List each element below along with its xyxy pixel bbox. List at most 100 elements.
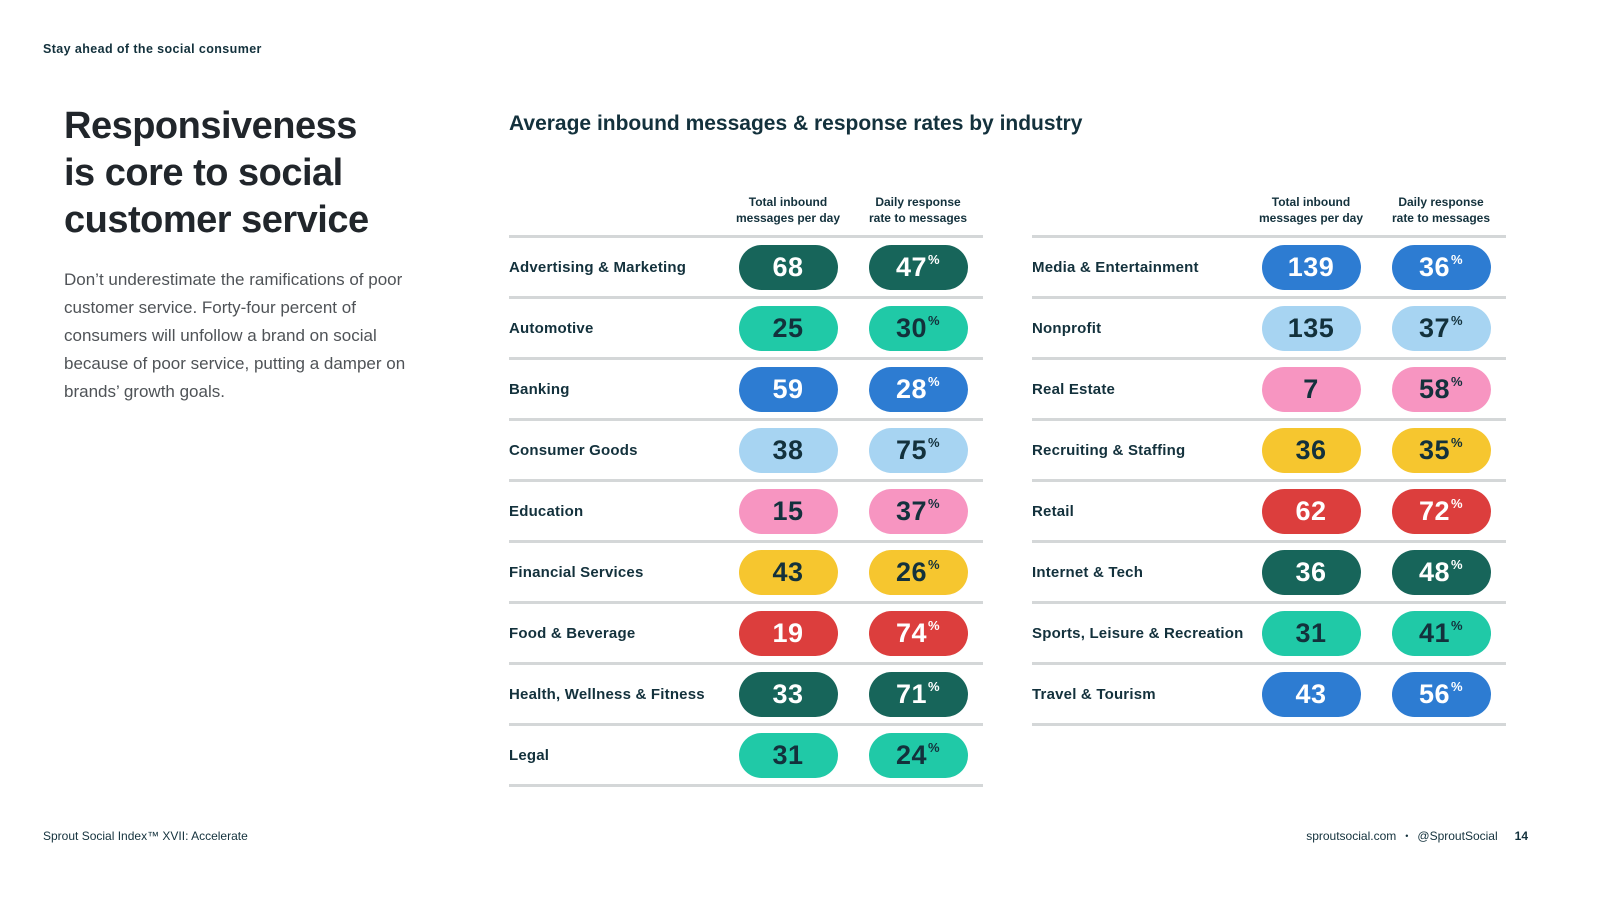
pill-cell: 19	[723, 610, 853, 656]
messages-pill-value: 68	[772, 251, 804, 282]
percent-sign: %	[927, 617, 941, 633]
page-title: Responsiveness is core to social custome…	[64, 103, 369, 244]
pill-cell: 135	[1246, 305, 1376, 351]
table-row: Food & Beverage 19 74%	[509, 604, 983, 665]
messages-pill: 36	[1261, 427, 1361, 473]
column-header-total-inbound: Total inbound messages per day	[1246, 194, 1376, 226]
messages-pill-value: 135	[1287, 312, 1335, 343]
response-rate-pill-value: 36	[1418, 251, 1450, 282]
pill-cell: 38	[723, 427, 853, 473]
messages-pill-value: 62	[1295, 495, 1327, 526]
response-rate-pill: 58%	[1391, 366, 1491, 412]
messages-pill-value: 31	[1295, 617, 1327, 648]
percent-sign: %	[927, 739, 941, 755]
pill-cell: 30%	[853, 305, 983, 351]
pill-cell: 58%	[1376, 366, 1506, 412]
table-row: Real Estate 7 58%	[1032, 360, 1506, 421]
industry-label: Consumer Goods	[509, 441, 638, 459]
table-row: Media & Entertainment 139 36%	[1032, 238, 1506, 299]
footer-social-handle: @SproutSocial	[1417, 829, 1498, 843]
response-rate-pill: 37%	[868, 488, 968, 534]
pill-cell: 36	[1246, 549, 1376, 595]
table-header: Total inbound messages per day Daily res…	[1032, 190, 1506, 238]
messages-pill-value: 43	[1295, 678, 1327, 709]
response-rate-pill: 75%	[868, 427, 968, 473]
messages-pill: 36	[1261, 549, 1361, 595]
response-rate-pill-value: 72	[1418, 495, 1450, 526]
industry-label: Sports, Leisure & Recreation	[1032, 624, 1244, 642]
industry-label: Media & Entertainment	[1032, 258, 1199, 276]
pill-cell: 24%	[853, 732, 983, 778]
table-row: Travel & Tourism 43 56%	[1032, 665, 1506, 726]
response-rate-pill-value: 58	[1418, 373, 1450, 404]
messages-pill: 33	[738, 671, 838, 717]
percent-sign: %	[1450, 556, 1464, 572]
industry-label: Banking	[509, 380, 570, 398]
industry-label: Food & Beverage	[509, 624, 636, 642]
pill-cell: 25	[723, 305, 853, 351]
response-rate-pill: 28%	[868, 366, 968, 412]
industry-label: Health, Wellness & Fitness	[509, 685, 705, 703]
column-header-line: Total inbound	[1271, 195, 1351, 209]
industry-label: Recruiting & Staffing	[1032, 441, 1186, 459]
industry-label: Advertising & Marketing	[509, 258, 687, 276]
pill-cell: 43	[1246, 671, 1376, 717]
response-rate-pill-value: 28	[895, 373, 927, 404]
table-row: Consumer Goods 38 75%	[509, 421, 983, 482]
response-rate-pill: 72%	[1391, 488, 1491, 534]
industry-table-left: Total inbound messages per day Daily res…	[509, 190, 983, 787]
pill-cell: 71%	[853, 671, 983, 717]
pill-cell: 59	[723, 366, 853, 412]
response-rate-pill: 24%	[868, 732, 968, 778]
messages-pill: 19	[738, 610, 838, 656]
column-header-line: messages per day	[735, 211, 841, 225]
response-rate-pill-value: 48	[1418, 556, 1450, 587]
messages-pill: 31	[738, 732, 838, 778]
pill-cell: 48%	[1376, 549, 1506, 595]
messages-pill: 62	[1261, 488, 1361, 534]
response-rate-pill-value: 75	[895, 434, 927, 465]
response-rate-pill: 74%	[868, 610, 968, 656]
footer-website: sproutsocial.com	[1306, 829, 1397, 843]
percent-sign: %	[1450, 678, 1464, 694]
messages-pill: 59	[738, 366, 838, 412]
table-body-right: Media & Entertainment 139 36% Nonprofit 135 3…	[1032, 238, 1506, 726]
industry-label: Internet & Tech	[1032, 563, 1144, 581]
messages-pill: 31	[1261, 610, 1361, 656]
column-header-line: rate to messages	[1391, 211, 1491, 225]
table-row: Health, Wellness & Fitness 33 71%	[509, 665, 983, 726]
pill-cell: 26%	[853, 549, 983, 595]
column-header-response-rate: Daily response rate to messages	[853, 194, 983, 226]
column-header-line: Daily response	[875, 195, 961, 209]
industry-label: Education	[509, 502, 584, 520]
footer-meta: sproutsocial.com • @SproutSocial 14	[1306, 829, 1528, 843]
response-rate-pill: 35%	[1391, 427, 1491, 473]
industry-label: Automotive	[509, 319, 594, 337]
response-rate-pill-value: 30	[895, 312, 927, 343]
response-rate-pill: 30%	[868, 305, 968, 351]
table-row: Nonprofit 135 37%	[1032, 299, 1506, 360]
messages-pill-value: 19	[772, 617, 804, 648]
percent-sign: %	[1450, 617, 1464, 633]
messages-pill-value: 15	[772, 495, 804, 526]
table-row: Advertising & Marketing 68 47%	[509, 238, 983, 299]
percent-sign: %	[927, 678, 941, 694]
pill-cell: 31	[723, 732, 853, 778]
heading-line-2: is core to social	[64, 152, 343, 194]
percent-sign: %	[927, 373, 941, 389]
percent-sign: %	[1450, 495, 1464, 511]
response-rate-pill-value: 41	[1418, 617, 1450, 648]
messages-pill: 135	[1261, 305, 1361, 351]
response-rate-pill-value: 47	[895, 251, 927, 282]
response-rate-pill: 37%	[1391, 305, 1491, 351]
column-header-line: Daily response	[1398, 195, 1484, 209]
messages-pill: 43	[1261, 671, 1361, 717]
table-row: Banking 59 28%	[509, 360, 983, 421]
messages-pill: 38	[738, 427, 838, 473]
messages-pill: 68	[738, 244, 838, 290]
pill-cell: 31	[1246, 610, 1376, 656]
response-rate-pill: 47%	[868, 244, 968, 290]
pill-cell: 139	[1246, 244, 1376, 290]
table-row: Legal 31 24%	[509, 726, 983, 787]
pill-cell: 28%	[853, 366, 983, 412]
